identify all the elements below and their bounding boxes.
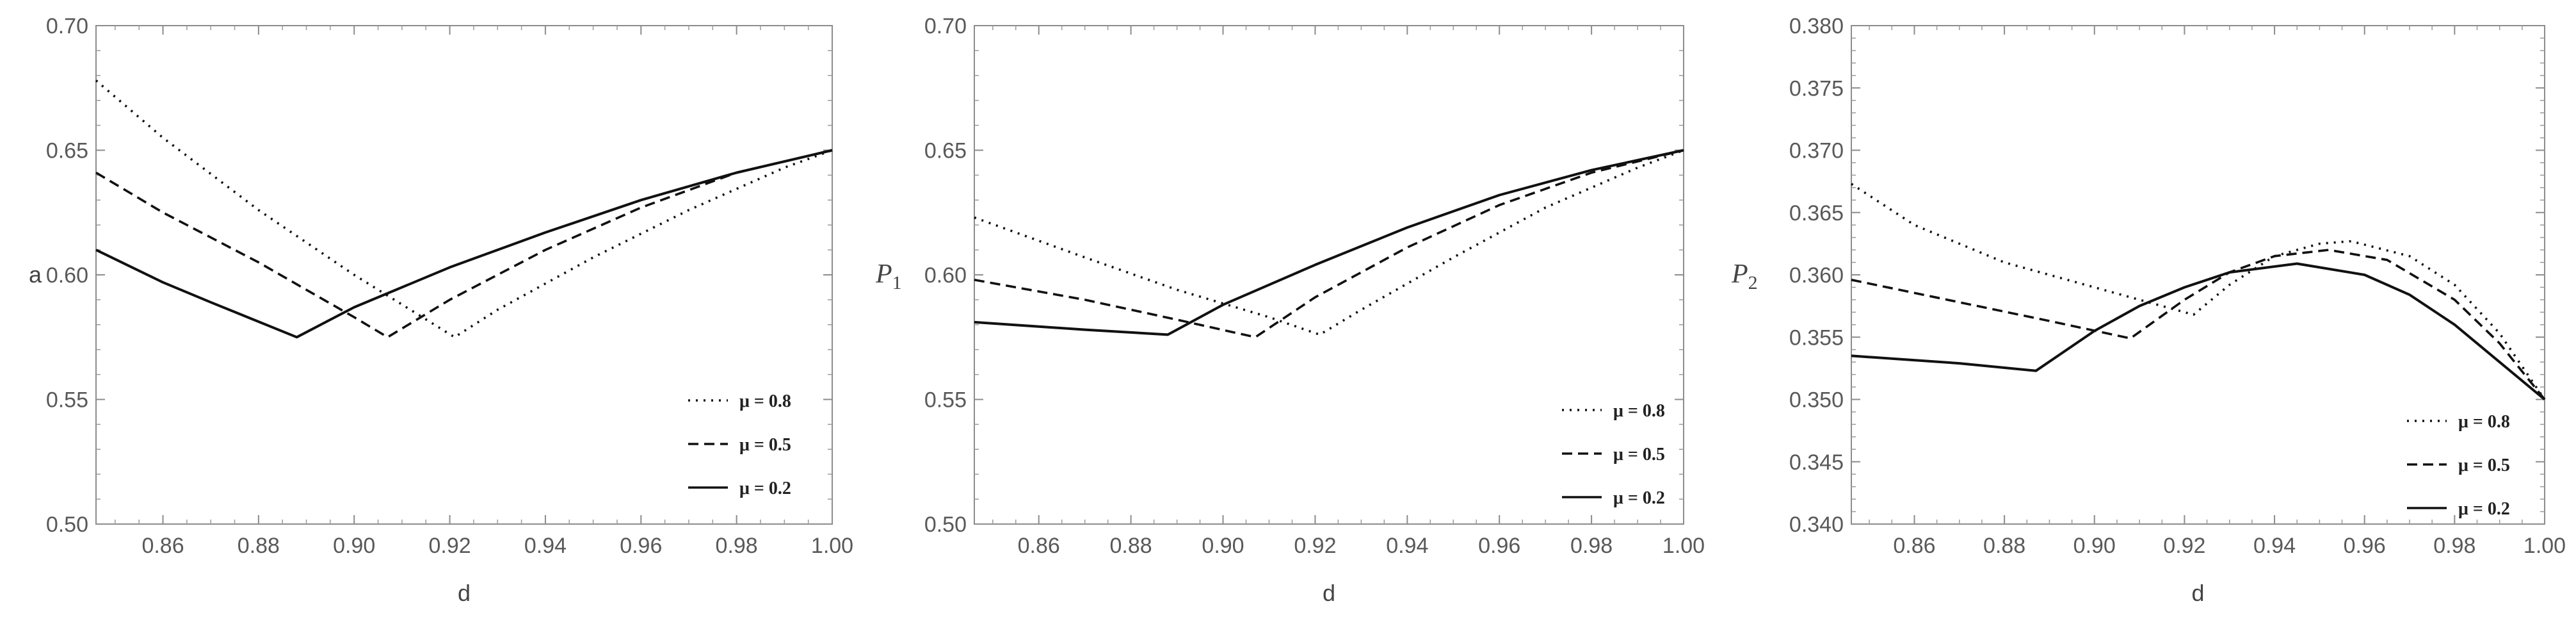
legend-entry-label: μ = 0.2 — [739, 479, 791, 498]
y-axis-title: a — [29, 261, 42, 288]
legend-entry-label: μ = 0.5 — [1613, 445, 1665, 464]
x-tick-label: 0.96 — [2344, 534, 2386, 558]
y-axis-title: P2 — [1731, 259, 1758, 293]
series-line-dashed — [1851, 249, 2546, 400]
y-tick-label: 0.65 — [924, 139, 967, 163]
y-tick-label: 0.60 — [46, 263, 88, 288]
y-tick-label: 0.55 — [924, 388, 967, 413]
chart-panel-2: 0.86 0.88 0.90 0.92 0.94 0.96 0.98 1.00 0.50 0.55… — [875, 14, 1705, 606]
series-line-dashed — [95, 149, 833, 339]
y-tick-label: 0.375 — [1789, 76, 1844, 101]
series-line-dotted — [95, 79, 833, 339]
y-tick-label: 0.50 — [46, 513, 88, 537]
x-tick-label: 0.94 — [524, 534, 567, 558]
y-tick-label: 0.355 — [1789, 325, 1844, 350]
plot-frame — [1851, 25, 2545, 525]
legend-entry-label: μ = 0.5 — [739, 435, 791, 455]
x-tick-label: 0.92 — [1294, 534, 1336, 558]
x-tick-label: 0.96 — [620, 534, 662, 558]
legend-entry-label: μ = 0.8 — [1613, 401, 1665, 421]
y-tick-label: 0.360 — [1789, 263, 1844, 288]
x-axis-title: d — [2191, 580, 2204, 606]
x-tick-label: 0.98 — [1570, 534, 1613, 558]
legend-entry-label: μ = 0.8 — [739, 391, 791, 411]
x-tick-label: 1.00 — [2524, 534, 2566, 558]
x-tick-label: 0.86 — [141, 534, 184, 558]
x-tick-label: 0.96 — [1478, 534, 1520, 558]
y-tick-label: 0.50 — [924, 513, 967, 537]
x-tick-label: 0.86 — [1018, 534, 1060, 558]
x-tick-label: 0.88 — [1983, 534, 2025, 558]
y-tick-label: 0.55 — [46, 388, 88, 413]
x-tick-label: 0.94 — [1386, 534, 1428, 558]
series-line-solid — [974, 149, 1684, 336]
y-axis-title-subscript: 2 — [1748, 272, 1758, 293]
x-tick-label: 0.90 — [333, 534, 375, 558]
x-tick-label: 0.94 — [2253, 534, 2296, 558]
x-axis-title: d — [1323, 580, 1335, 606]
y-tick-label: 0.370 — [1789, 139, 1844, 163]
y-axis-title-subscript: 1 — [892, 272, 902, 293]
legend-entry-label: μ = 0.2 — [1613, 488, 1665, 508]
x-tick-label: 0.88 — [237, 534, 280, 558]
y-tick-label: 0.365 — [1789, 201, 1844, 226]
x-tick-label: 0.98 — [716, 534, 758, 558]
x-tick-label: 0.90 — [2073, 534, 2116, 558]
x-tick-label: 0.88 — [1110, 534, 1152, 558]
legend: μ = 0.8 μ = 0.5 μ = 0.2 — [688, 391, 791, 498]
plot-frame — [95, 25, 833, 525]
x-tick-label: 1.00 — [811, 534, 853, 558]
series-line-dashed — [974, 149, 1684, 339]
y-tick-label: 0.70 — [924, 14, 967, 38]
legend: μ = 0.8 μ = 0.5 μ = 0.2 — [2407, 412, 2510, 519]
y-axis-title: P1 — [875, 259, 902, 293]
plot-frame — [974, 25, 1684, 525]
legend: μ = 0.8 μ = 0.5 μ = 0.2 — [1562, 401, 1665, 508]
legend-entry-label: μ = 0.5 — [2458, 456, 2510, 475]
y-tick-label: 0.380 — [1789, 14, 1844, 38]
x-tick-label: 1.00 — [1662, 534, 1705, 558]
x-axis-title: d — [458, 580, 471, 606]
x-tick-label: 0.98 — [2433, 534, 2475, 558]
x-tick-label: 0.86 — [1893, 534, 1935, 558]
series-line-solid — [95, 149, 833, 339]
y-tick-label: 0.350 — [1789, 388, 1844, 413]
legend-entry-label: μ = 0.8 — [2458, 412, 2510, 432]
x-tick-label: 0.92 — [2163, 534, 2205, 558]
y-tick-label: 0.70 — [46, 14, 88, 38]
y-tick-label: 0.65 — [46, 139, 88, 163]
x-tick-label: 0.90 — [1202, 534, 1244, 558]
chart-panel-1: 0.86 0.88 0.90 0.92 0.94 0.96 0.98 1.00 0.50 0.55… — [29, 14, 853, 606]
legend-entry-label: μ = 0.2 — [2458, 499, 2510, 519]
chart-panel-3: 0.86 0.88 0.90 0.92 0.94 0.96 0.98 1.00 0.340 0.3… — [1731, 14, 2566, 606]
y-tick-label: 0.60 — [924, 263, 967, 288]
series-line-solid — [1851, 262, 2546, 401]
y-tick-label: 0.345 — [1789, 450, 1844, 475]
x-tick-label: 0.92 — [429, 534, 471, 558]
y-tick-label: 0.340 — [1789, 513, 1844, 537]
